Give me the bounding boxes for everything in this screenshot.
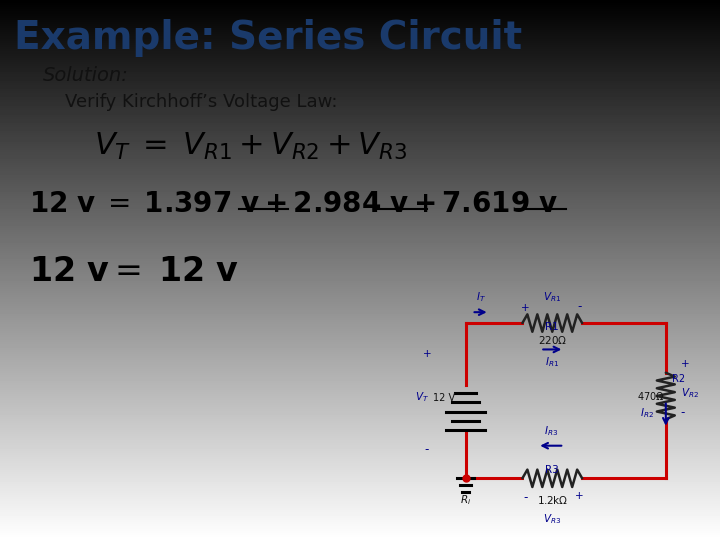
Text: +: +	[575, 491, 583, 501]
Text: $V_{R3}$: $V_{R3}$	[543, 512, 562, 526]
Text: $V_{R2}$: $V_{R2}$	[680, 386, 698, 400]
Text: -: -	[680, 406, 685, 419]
Text: $I_T$: $I_T$	[476, 291, 485, 305]
Text: $\mathbf{12\ v} \;=\; \mathbf{1.397\ v + 2.984\ v + 7.619\ v}$: $\mathbf{12\ v} \;=\; \mathbf{1.397\ v +…	[29, 190, 558, 218]
Text: $I_{R2}$: $I_{R2}$	[640, 406, 654, 420]
Text: Solution:: Solution:	[43, 66, 129, 85]
Text: $I_{R1}$: $I_{R1}$	[545, 356, 559, 369]
Text: -: -	[425, 443, 429, 456]
Text: 220$\Omega$: 220$\Omega$	[538, 334, 567, 346]
Text: R3: R3	[546, 465, 559, 475]
Text: Example: Series Circuit: Example: Series Circuit	[14, 19, 523, 57]
Text: R1: R1	[546, 321, 559, 332]
Text: Verify Kirchhoff’s Voltage Law:: Verify Kirchhoff’s Voltage Law:	[65, 93, 337, 111]
Text: -: -	[523, 491, 528, 504]
Text: $I_{R3}$: $I_{R3}$	[544, 424, 558, 438]
Text: +: +	[423, 349, 431, 359]
Text: +: +	[521, 303, 530, 313]
Text: -: -	[577, 300, 581, 313]
Text: 12 V: 12 V	[433, 393, 456, 403]
Text: R2: R2	[672, 374, 685, 384]
Text: $V_{R1}$: $V_{R1}$	[543, 291, 562, 305]
Text: $R_i$: $R_i$	[460, 493, 471, 507]
Text: $\mathbf{12\ v} = \;\mathbf{12\ v}$: $\mathbf{12\ v} = \;\mathbf{12\ v}$	[29, 255, 238, 288]
Text: +: +	[680, 359, 689, 368]
Text: 470$\Omega$: 470$\Omega$	[636, 390, 665, 402]
Text: $V_T \;=\; V_{R1} + V_{R2} + V_{R3}$: $V_T \;=\; V_{R1} + V_{R2} + V_{R3}$	[94, 131, 407, 162]
Text: 1.2k$\Omega$: 1.2k$\Omega$	[536, 494, 568, 506]
Text: $V_T$: $V_T$	[415, 390, 429, 404]
